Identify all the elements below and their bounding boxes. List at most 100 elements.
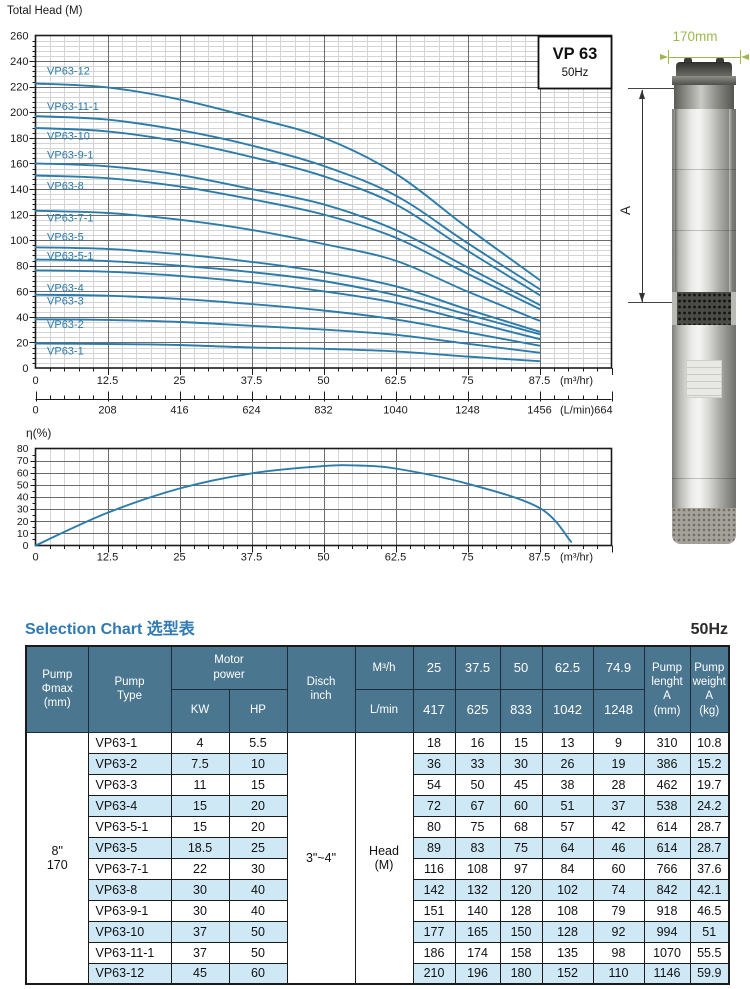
curve-label-VP63-7-1: VP63-7-1 <box>47 212 93 224</box>
curve-label-VP63-8: VP63-8 <box>47 180 84 192</box>
cell-hp: 20 <box>228 794 288 817</box>
cell-head-value: 30 <box>499 752 543 775</box>
cell-kw: 22 <box>170 857 230 880</box>
pump-joint-line <box>672 478 736 479</box>
cell-kw: 37 <box>170 920 230 943</box>
curve-label-VP63-1: VP63-1 <box>47 345 84 357</box>
curve-label-VP63-12: VP63-12 <box>47 65 90 77</box>
cell-kw: 15 <box>170 794 230 817</box>
cell-head-value: 50 <box>454 773 501 796</box>
svg-text:240: 240 <box>10 56 28 68</box>
svg-text:(L/min)664: (L/min)664 <box>560 405 613 417</box>
cell-hp: 50 <box>228 920 288 943</box>
cell-pump-type: VP63-5 <box>87 836 172 859</box>
cell-pump-weight: 28.7 <box>689 836 730 859</box>
svg-text:416: 416 <box>170 405 188 417</box>
eff-chart-grid <box>35 448 612 546</box>
curve-label-VP63-5: VP63-5 <box>47 232 84 244</box>
header-pump-diameter: Pump Φmax (mm) <box>25 645 89 733</box>
svg-text:0: 0 <box>22 363 28 375</box>
cell-head-value: 128 <box>541 920 594 943</box>
svg-text:80: 80 <box>16 261 28 273</box>
cell-kw: 37 <box>170 941 230 964</box>
curve-label-VP63-5-1: VP63-5-1 <box>47 251 93 263</box>
dimension-extension-line <box>668 50 669 64</box>
table-row: VP63-2 7.5 10 36 33 30 26 19 386 15.2 <box>26 752 730 775</box>
cell-head-value: 110 <box>592 962 645 985</box>
cell-pump-type: VP63-1 <box>87 731 172 754</box>
pump-cable-guard <box>674 85 734 109</box>
svg-text:180: 180 <box>10 133 28 145</box>
cell-head-value: 142 <box>412 878 456 901</box>
cell-head-value: 210 <box>412 962 456 985</box>
dimension-extension-line <box>740 50 741 64</box>
curve-VP63-9-1 <box>34 162 541 306</box>
curve-VP63-3 <box>34 293 541 347</box>
svg-text:0: 0 <box>23 540 29 552</box>
header-pump-length: Pump lenght A (mm) <box>643 645 691 733</box>
cell-head-value: 36 <box>412 752 456 775</box>
svg-text:10: 10 <box>17 528 29 540</box>
svg-text:12.5: 12.5 <box>97 552 118 564</box>
header-pump-type: Pump Type <box>87 645 172 733</box>
cell-head-value: 75 <box>499 836 543 859</box>
svg-text:220: 220 <box>10 82 28 94</box>
cell-head-value: 60 <box>499 794 543 817</box>
svg-text:40: 40 <box>17 492 29 504</box>
cell-hp: 40 <box>228 878 288 901</box>
cell-pump-weight: 15.2 <box>689 752 730 775</box>
header-kw: KW <box>170 688 230 733</box>
cell-head-value: 102 <box>541 878 594 901</box>
header-pump-weight: Pump weight A (kg) <box>689 645 730 733</box>
pump-joint-line <box>672 230 736 231</box>
pump-intake-screen <box>672 292 736 325</box>
curve-VP63-1 <box>34 342 541 363</box>
cell-pump-type: VP63-7-1 <box>87 857 172 880</box>
cell-pump-type: VP63-4 <box>87 794 172 817</box>
svg-text:70: 70 <box>17 455 29 467</box>
cell-pump-length: 614 <box>643 815 691 838</box>
cell-hp: 50 <box>228 941 288 964</box>
cell-head-label: Head (M) <box>354 731 414 985</box>
svg-text:20: 20 <box>16 337 28 349</box>
cell-head-value: 177 <box>412 920 456 943</box>
head-curves <box>34 82 541 363</box>
cell-head-value: 19 <box>592 752 645 775</box>
arrow-right-icon <box>660 54 668 60</box>
cell-pump-length: 386 <box>643 752 691 775</box>
cell-hp: 30 <box>228 857 288 880</box>
cell-head-value: 158 <box>499 941 543 964</box>
cell-head-value: 84 <box>541 857 594 880</box>
pump-top-cap <box>676 62 732 76</box>
svg-text:1248: 1248 <box>455 405 479 417</box>
curve-label-VP63-4: VP63-4 <box>47 283 84 295</box>
model-badge: VP 63 50Hz <box>537 35 613 90</box>
selection-chart-title: Selection Chart 选型表 <box>25 621 195 638</box>
arrow-down-icon <box>639 293 645 302</box>
pump-upper-section <box>672 109 736 292</box>
svg-text:(m³/hr): (m³/hr) <box>560 375 593 387</box>
cell-head-value: 42 <box>592 815 645 838</box>
cell-pump-weight: 55.5 <box>689 941 730 964</box>
cell-hp: 25 <box>228 836 288 859</box>
curve-VP63-11-1 <box>34 115 541 290</box>
svg-text:624: 624 <box>242 405 260 417</box>
pump-collar <box>672 325 736 338</box>
cell-head-value: 120 <box>499 878 543 901</box>
cell-head-value: 28 <box>592 773 645 796</box>
svg-text:50Hz: 50Hz <box>562 67 589 79</box>
cell-kw: 15 <box>170 815 230 838</box>
width-dimension-line <box>668 57 741 58</box>
cell-head-value: 79 <box>592 899 645 922</box>
header-flow-62-5: 62.5 <box>541 645 594 690</box>
svg-text:1456: 1456 <box>527 405 551 417</box>
cell-disch: 3"~4" <box>286 731 356 985</box>
svg-text:60: 60 <box>16 286 28 298</box>
pump-discharge-flange <box>672 76 736 85</box>
svg-text:160: 160 <box>10 158 28 170</box>
pump-joint-line <box>672 169 736 170</box>
svg-text:832: 832 <box>314 405 332 417</box>
cell-pump-length: 538 <box>643 794 691 817</box>
pump-height-dimension-label: A <box>618 205 634 216</box>
svg-text:37.5: 37.5 <box>241 375 262 387</box>
